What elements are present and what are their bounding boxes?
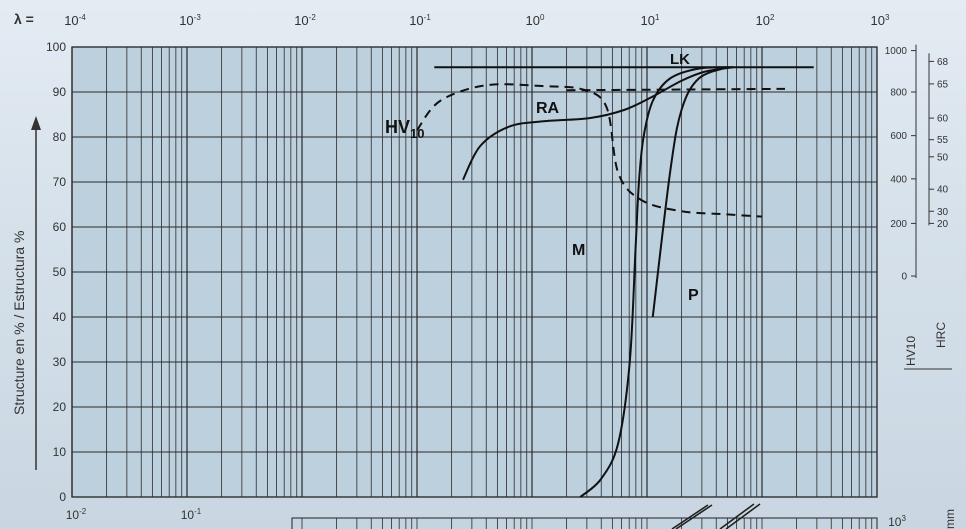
label-m: M <box>572 242 585 259</box>
hv10-tick-label: 800 <box>890 88 907 99</box>
label-p: P <box>688 287 699 304</box>
hrc-tick-label: 20 <box>937 219 949 230</box>
lower-panel-unit: mm <box>943 509 957 529</box>
curve-hv10-plateau <box>566 87 786 92</box>
lambda-tick: 10-3 <box>179 13 201 28</box>
lambda-label: λ = <box>14 11 34 27</box>
lower-panel-label: 103 mm <box>888 509 957 529</box>
hrc-tick-label: 55 <box>937 135 949 146</box>
lambda-tick: 100 <box>526 13 545 28</box>
lambda-tick: 10-1 <box>409 13 431 28</box>
y-tick-label: 50 <box>53 265 67 279</box>
y-tick-label: 90 <box>53 85 67 99</box>
y-tick-label: 60 <box>53 220 67 234</box>
hv10-tick-label: 200 <box>890 219 907 230</box>
lambda-tick: 10-4 <box>64 13 86 28</box>
lambda-tick: 103 <box>871 13 890 28</box>
hv10-tick-label: 600 <box>890 131 907 142</box>
y-axis-label: Structure en % / Estructura % <box>11 231 27 415</box>
y-tick-label: 10 <box>53 445 67 459</box>
bottom-tick: 10-1 <box>181 507 202 522</box>
y-tick-label: 40 <box>53 310 67 324</box>
curves <box>416 66 814 498</box>
hrc-tick-label: 60 <box>937 114 949 125</box>
hrc-axis-title: HRC <box>934 322 948 348</box>
y-tick-label: 80 <box>53 130 67 144</box>
y-tick-label: 0 <box>59 490 66 504</box>
lambda-axis-ticks: 10-4 10-3 10-2 10-1 100 101 102 103 <box>64 13 890 28</box>
curve-martensite-boundary <box>579 66 734 498</box>
curve-hv10 <box>416 83 763 218</box>
hv10-tick-label: 400 <box>890 174 907 185</box>
y-tick-label: 70 <box>53 175 67 189</box>
lambda-tick: 10-2 <box>294 13 316 28</box>
y-tick-label: 100 <box>46 40 66 54</box>
lambda-tick: 102 <box>756 13 775 28</box>
hrc-tick-label: 40 <box>937 185 949 196</box>
y-axis-arrowhead <box>31 116 41 130</box>
hv10-axis-title: HV10 <box>904 336 918 366</box>
label-hv10: HV10 <box>385 117 424 141</box>
y-tick-label: 20 <box>53 400 67 414</box>
hv10-tick-label: 0 <box>901 272 907 283</box>
bottom-tick: 10-2 <box>66 507 87 522</box>
horizontal-grid <box>72 91 877 453</box>
hrc-tick-label: 68 <box>937 57 949 68</box>
label-ra: RA <box>536 100 560 117</box>
lower-panel <box>291 503 878 529</box>
lambda-tick: 101 <box>641 13 660 28</box>
label-lk: LK <box>670 51 690 68</box>
y-tick-label: 30 <box>53 355 67 369</box>
hrc-tick-label: 65 <box>937 79 949 90</box>
hrc-tick-label: 30 <box>937 207 949 218</box>
hrc-tick-label: 50 <box>937 152 949 163</box>
curve-ra <box>462 66 734 181</box>
hv10-tick-label: 1000 <box>885 46 908 57</box>
curve-p-start <box>651 66 728 318</box>
bottom-axis-ticks: 10-2 10-1 <box>66 507 202 522</box>
lower-panel-tick: 103 <box>888 514 906 529</box>
